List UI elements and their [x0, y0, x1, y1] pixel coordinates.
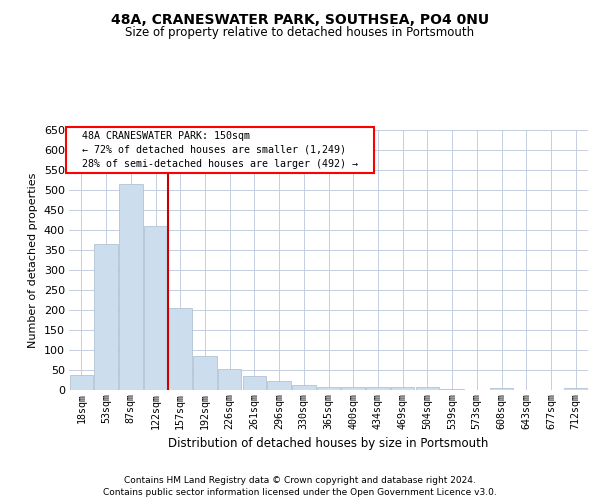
Bar	[366, 387, 389, 390]
Bar	[94, 244, 118, 390]
Text: Contains public sector information licensed under the Open Government Licence v3: Contains public sector information licen…	[103, 488, 497, 497]
Text: Contains HM Land Registry data © Crown copyright and database right 2024.: Contains HM Land Registry data © Crown c…	[124, 476, 476, 485]
Bar	[292, 385, 316, 390]
Text: 48A CRANESWATER PARK: 150sqm  
  ← 72% of detached houses are smaller (1,249)  
: 48A CRANESWATER PARK: 150sqm ← 72% of de…	[70, 131, 370, 169]
Text: 48A, CRANESWATER PARK, SOUTHSEA, PO4 0NU: 48A, CRANESWATER PARK, SOUTHSEA, PO4 0NU	[111, 12, 489, 26]
Bar	[70, 375, 93, 390]
Bar	[242, 376, 266, 390]
Bar	[268, 381, 291, 390]
X-axis label: Distribution of detached houses by size in Portsmouth: Distribution of detached houses by size …	[169, 437, 488, 450]
Bar	[119, 184, 143, 390]
Bar	[144, 226, 167, 390]
Bar	[416, 387, 439, 390]
Bar	[193, 356, 217, 390]
Text: Size of property relative to detached houses in Portsmouth: Size of property relative to detached ho…	[125, 26, 475, 39]
Bar	[391, 387, 415, 390]
Bar	[564, 388, 587, 390]
Bar	[169, 308, 192, 390]
Bar	[317, 387, 340, 390]
Bar	[440, 389, 464, 390]
Bar	[341, 387, 365, 390]
Y-axis label: Number of detached properties: Number of detached properties	[28, 172, 38, 348]
Bar	[490, 388, 513, 390]
Bar	[218, 369, 241, 390]
